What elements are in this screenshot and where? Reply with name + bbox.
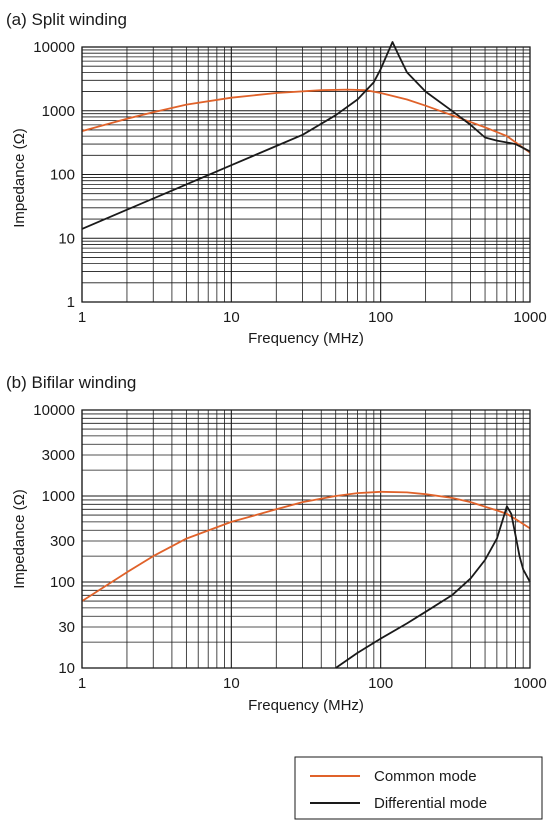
y-tick-label: 1000 [42, 103, 75, 120]
y-tick-label: 10000 [33, 39, 75, 56]
x-tick-label: 100 [368, 675, 393, 692]
y-axis-label: Impedance (Ω) [11, 128, 28, 228]
series-group [81, 41, 531, 230]
y-tick-label: 10 [58, 230, 75, 247]
legend-label-common-mode: Common mode [374, 768, 477, 785]
series-line-differential-mode [81, 41, 531, 230]
legend-label-differential-mode: Differential mode [374, 795, 487, 812]
x-axis-label: Frequency (MHz) [248, 697, 364, 714]
grid-lines [81, 410, 530, 669]
y-tick-label: 1000 [42, 488, 75, 505]
series-group [81, 490, 531, 669]
x-tick-label: 1 [78, 675, 86, 692]
plot-frame [81, 46, 531, 303]
plot-frame [81, 409, 531, 669]
y-tick-label: 10 [58, 660, 75, 677]
y-tick-label: 100 [50, 167, 75, 184]
legend: Common mode Differential mode [294, 756, 543, 820]
x-tick-label: 1000 [513, 675, 546, 692]
y-tick-label: 30 [58, 619, 75, 636]
series-line-differential-mode [335, 505, 531, 669]
x-axis-label: Frequency (MHz) [248, 330, 364, 347]
y-tick-label: 3000 [42, 447, 75, 464]
chart-title: (a) Split winding [6, 10, 127, 29]
chart-panel-split-winding: (a) Split winding 1 10 100 1000 1 10 100 1000 10… [6, 10, 547, 347]
x-tick-label: 10 [223, 309, 240, 326]
series-line-common-mode [81, 88, 531, 154]
x-tick-label: 1000 [513, 309, 546, 326]
legend-box [294, 756, 543, 820]
x-tick-label: 100 [368, 309, 393, 326]
y-axis-label: Impedance (Ω) [11, 489, 28, 589]
chart-title: (b) Bifilar winding [6, 373, 136, 392]
y-tick-label: 100 [50, 574, 75, 591]
tick-labels: 1 10 100 1000 1 10 100 1000 10000 [33, 39, 546, 326]
y-tick-label: 10000 [33, 402, 75, 419]
x-tick-label: 10 [223, 675, 240, 692]
y-tick-label: 1 [67, 294, 75, 311]
series-line-common-mode [81, 490, 531, 602]
x-tick-label: 1 [78, 309, 86, 326]
grid-lines [81, 47, 530, 303]
chart-panel-bifilar-winding: (b) Bifilar winding 1 10 100 10001030100300… [6, 373, 547, 714]
y-tick-label: 300 [50, 533, 75, 550]
